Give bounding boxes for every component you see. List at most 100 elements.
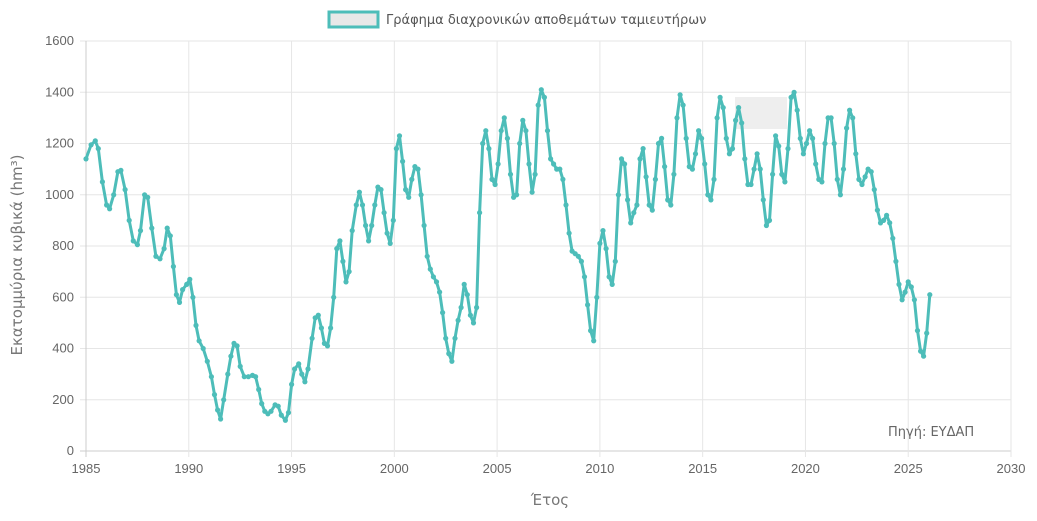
data-point[interactable] — [406, 194, 412, 200]
data-point[interactable] — [92, 138, 98, 144]
data-point[interactable] — [302, 379, 308, 385]
data-point[interactable] — [674, 115, 680, 121]
data-point[interactable] — [340, 258, 346, 264]
data-point[interactable] — [776, 143, 782, 149]
data-point[interactable] — [437, 289, 443, 295]
data-point[interactable] — [757, 166, 763, 172]
data-point[interactable] — [683, 135, 689, 141]
data-point[interactable] — [837, 192, 844, 198]
data-point[interactable] — [899, 297, 905, 303]
data-point[interactable] — [557, 166, 563, 172]
data-point[interactable] — [705, 192, 711, 198]
data-point[interactable] — [677, 92, 683, 98]
data-point[interactable] — [421, 222, 427, 229]
data-point[interactable] — [612, 258, 618, 264]
data-point[interactable] — [723, 135, 729, 141]
data-point[interactable] — [794, 107, 800, 113]
data-point[interactable] — [170, 263, 176, 270]
data-point[interactable] — [289, 381, 295, 387]
data-point[interactable] — [167, 233, 173, 239]
data-point[interactable] — [449, 358, 455, 364]
data-point[interactable] — [810, 135, 816, 141]
data-point[interactable] — [118, 167, 124, 173]
data-point[interactable] — [717, 94, 723, 100]
data-point[interactable] — [489, 176, 495, 182]
data-point[interactable] — [378, 187, 384, 193]
data-point[interactable] — [748, 181, 754, 188]
data-point[interactable] — [130, 238, 136, 244]
data-point[interactable] — [211, 392, 218, 398]
data-point[interactable] — [588, 328, 594, 334]
data-point[interactable] — [859, 181, 865, 188]
data-point[interactable] — [763, 222, 770, 229]
data-point[interactable] — [218, 416, 224, 422]
data-point[interactable] — [803, 140, 810, 147]
data-point[interactable] — [551, 161, 557, 167]
data-point[interactable] — [535, 102, 541, 108]
data-point[interactable] — [418, 192, 424, 198]
data-point[interactable] — [390, 217, 396, 223]
data-point[interactable] — [800, 151, 807, 157]
data-point[interactable] — [356, 189, 362, 195]
data-point[interactable] — [736, 105, 742, 111]
data-point[interactable] — [618, 156, 625, 162]
data-point[interactable] — [729, 146, 736, 152]
data-point[interactable] — [164, 225, 170, 231]
data-point[interactable] — [856, 176, 862, 182]
data-point[interactable] — [95, 146, 101, 152]
data-point[interactable] — [228, 353, 234, 359]
data-point[interactable] — [111, 192, 117, 198]
data-point[interactable] — [324, 343, 331, 349]
data-point[interactable] — [640, 146, 646, 152]
data-point[interactable] — [477, 210, 483, 216]
data-point[interactable] — [369, 222, 375, 229]
data-point[interactable] — [844, 125, 850, 131]
data-point[interactable] — [726, 151, 733, 157]
data-point[interactable] — [523, 128, 529, 134]
data-point[interactable] — [853, 151, 859, 157]
data-point[interactable] — [908, 284, 914, 290]
data-point[interactable] — [548, 156, 554, 162]
data-point[interactable] — [655, 140, 662, 147]
data-point[interactable] — [315, 312, 321, 318]
data-point[interactable] — [492, 181, 498, 188]
data-point[interactable] — [760, 197, 766, 203]
data-point[interactable] — [137, 228, 144, 234]
data-point[interactable] — [773, 133, 779, 139]
data-point[interactable] — [504, 135, 510, 141]
data-point[interactable] — [99, 179, 105, 185]
data-point[interactable] — [331, 294, 337, 300]
data-point[interactable] — [628, 220, 634, 226]
data-point[interactable] — [467, 312, 473, 318]
data-point[interactable] — [544, 128, 551, 134]
data-point[interactable] — [702, 161, 708, 167]
data-point[interactable] — [88, 142, 94, 148]
data-point[interactable] — [797, 135, 803, 141]
data-point[interactable] — [840, 166, 847, 172]
data-point[interactable] — [384, 230, 390, 236]
data-point[interactable] — [200, 345, 206, 352]
data-point[interactable] — [452, 335, 458, 341]
data-point[interactable] — [215, 407, 221, 413]
data-point[interactable] — [474, 304, 480, 311]
data-point[interactable] — [581, 274, 588, 280]
data-point[interactable] — [699, 135, 705, 141]
data-point[interactable] — [921, 353, 927, 359]
data-point[interactable] — [309, 335, 315, 341]
data-point[interactable] — [507, 171, 514, 177]
data-point[interactable] — [887, 220, 893, 226]
data-point[interactable] — [652, 176, 659, 182]
data-point[interactable] — [245, 374, 251, 380]
data-point[interactable] — [831, 140, 837, 147]
data-point[interactable] — [400, 158, 406, 164]
data-point[interactable] — [187, 276, 193, 282]
data-point[interactable] — [359, 202, 366, 208]
data-point[interactable] — [924, 330, 930, 336]
data-point[interactable] — [597, 240, 603, 246]
data-point[interactable] — [208, 374, 214, 380]
data-point[interactable] — [714, 115, 720, 121]
data-point[interactable] — [671, 171, 677, 177]
data-point[interactable] — [813, 161, 819, 167]
data-point[interactable] — [501, 115, 507, 121]
data-point[interactable] — [689, 166, 696, 172]
